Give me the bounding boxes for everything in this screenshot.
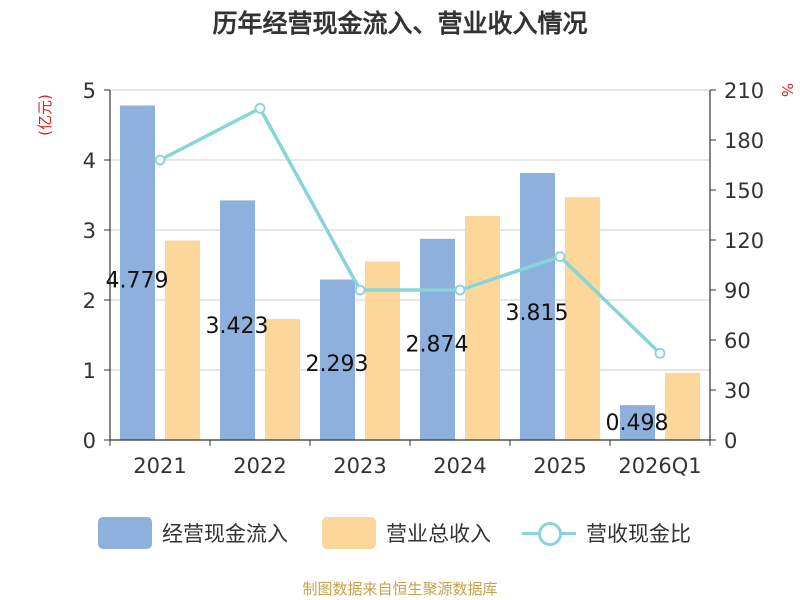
line-point-cash-ratio: [354, 284, 366, 296]
data-label-cash-inflow: 3.423: [206, 314, 269, 339]
y-left-axis-label: (亿元): [36, 94, 54, 136]
legend-swatch-cash-ratio: [522, 517, 576, 549]
data-label-cash-inflow: 3.815: [506, 301, 569, 326]
legend-item-cash-ratio[interactable]: 营收现金比: [522, 516, 691, 550]
y-left-tick-label: 4: [83, 149, 96, 173]
data-label-cash-inflow: 4.779: [106, 268, 169, 293]
line-point-cash-ratio: [154, 154, 166, 166]
legend-label-cash-inflow: 经营现金流入: [162, 522, 288, 546]
x-tick-label: 2021: [133, 454, 186, 478]
source-note: 制图数据来自恒生聚源数据库: [302, 580, 498, 598]
bar-total-revenue: [265, 318, 300, 440]
y-right-axis-label: %: [778, 83, 796, 97]
bar-cash-inflow: [420, 238, 455, 440]
y-right-tick-label: 180: [724, 129, 764, 153]
line-cash-ratio: [159, 106, 662, 355]
bar-cash-inflow: [520, 172, 555, 440]
y-right-tick-label: 0: [724, 429, 737, 453]
legend-item-total-revenue[interactable]: 营业总收入: [322, 516, 491, 550]
x-tick-label: 2025: [533, 454, 586, 478]
legend-swatch-total-revenue: [322, 517, 376, 549]
line-point-cash-ratio: [454, 284, 466, 296]
bar-cash-inflow: [620, 405, 655, 440]
y-right-tick-label: 30: [724, 379, 751, 403]
y-left-tick-label: 1: [83, 359, 96, 383]
bar-total-revenue: [165, 240, 200, 440]
legend-item-cash-inflow[interactable]: 经营现金流入: [98, 516, 288, 550]
data-label-cash-inflow: 2.874: [406, 332, 469, 357]
bar-total-revenue: [465, 216, 500, 440]
x-tick-label: 2024: [433, 454, 486, 478]
bar-cash-inflow: [220, 200, 255, 440]
y-left-tick-label: 0: [83, 429, 96, 453]
y-right-tick-label: 150: [724, 179, 764, 203]
y-right-tick-label: 60: [724, 329, 751, 353]
chart-title: 历年经营现金流入、营业收入情况: [212, 9, 588, 38]
y-left-tick-label: 2: [83, 289, 96, 313]
bar-total-revenue: [565, 197, 600, 440]
data-label-cash-inflow: 2.293: [306, 352, 369, 377]
y-right-tick-label: 120: [724, 229, 764, 253]
line-point-cash-ratio: [554, 251, 566, 263]
y-left-tick-label: 3: [83, 219, 96, 243]
data-label-cash-inflow: 0.498: [606, 411, 669, 436]
y-right-tick-label: 90: [724, 279, 751, 303]
legend-swatch-cash-inflow: [98, 517, 152, 549]
legend-label-cash-ratio: 营收现金比: [586, 522, 691, 546]
y-left-tick-label: 5: [83, 79, 96, 103]
x-tick-label: 2023: [333, 454, 386, 478]
bar-total-revenue: [665, 372, 700, 440]
line-point-cash-ratio: [254, 102, 266, 114]
y-right-tick-label: 210: [724, 79, 764, 103]
line-point-cash-ratio: [654, 347, 666, 359]
x-tick-label: 2022: [233, 454, 286, 478]
legend-label-total-revenue: 营业总收入: [386, 522, 491, 546]
bar-cash-inflow: [120, 105, 155, 440]
x-tick-label: 2026Q1: [618, 454, 701, 478]
bar-cash-inflow: [320, 279, 355, 440]
